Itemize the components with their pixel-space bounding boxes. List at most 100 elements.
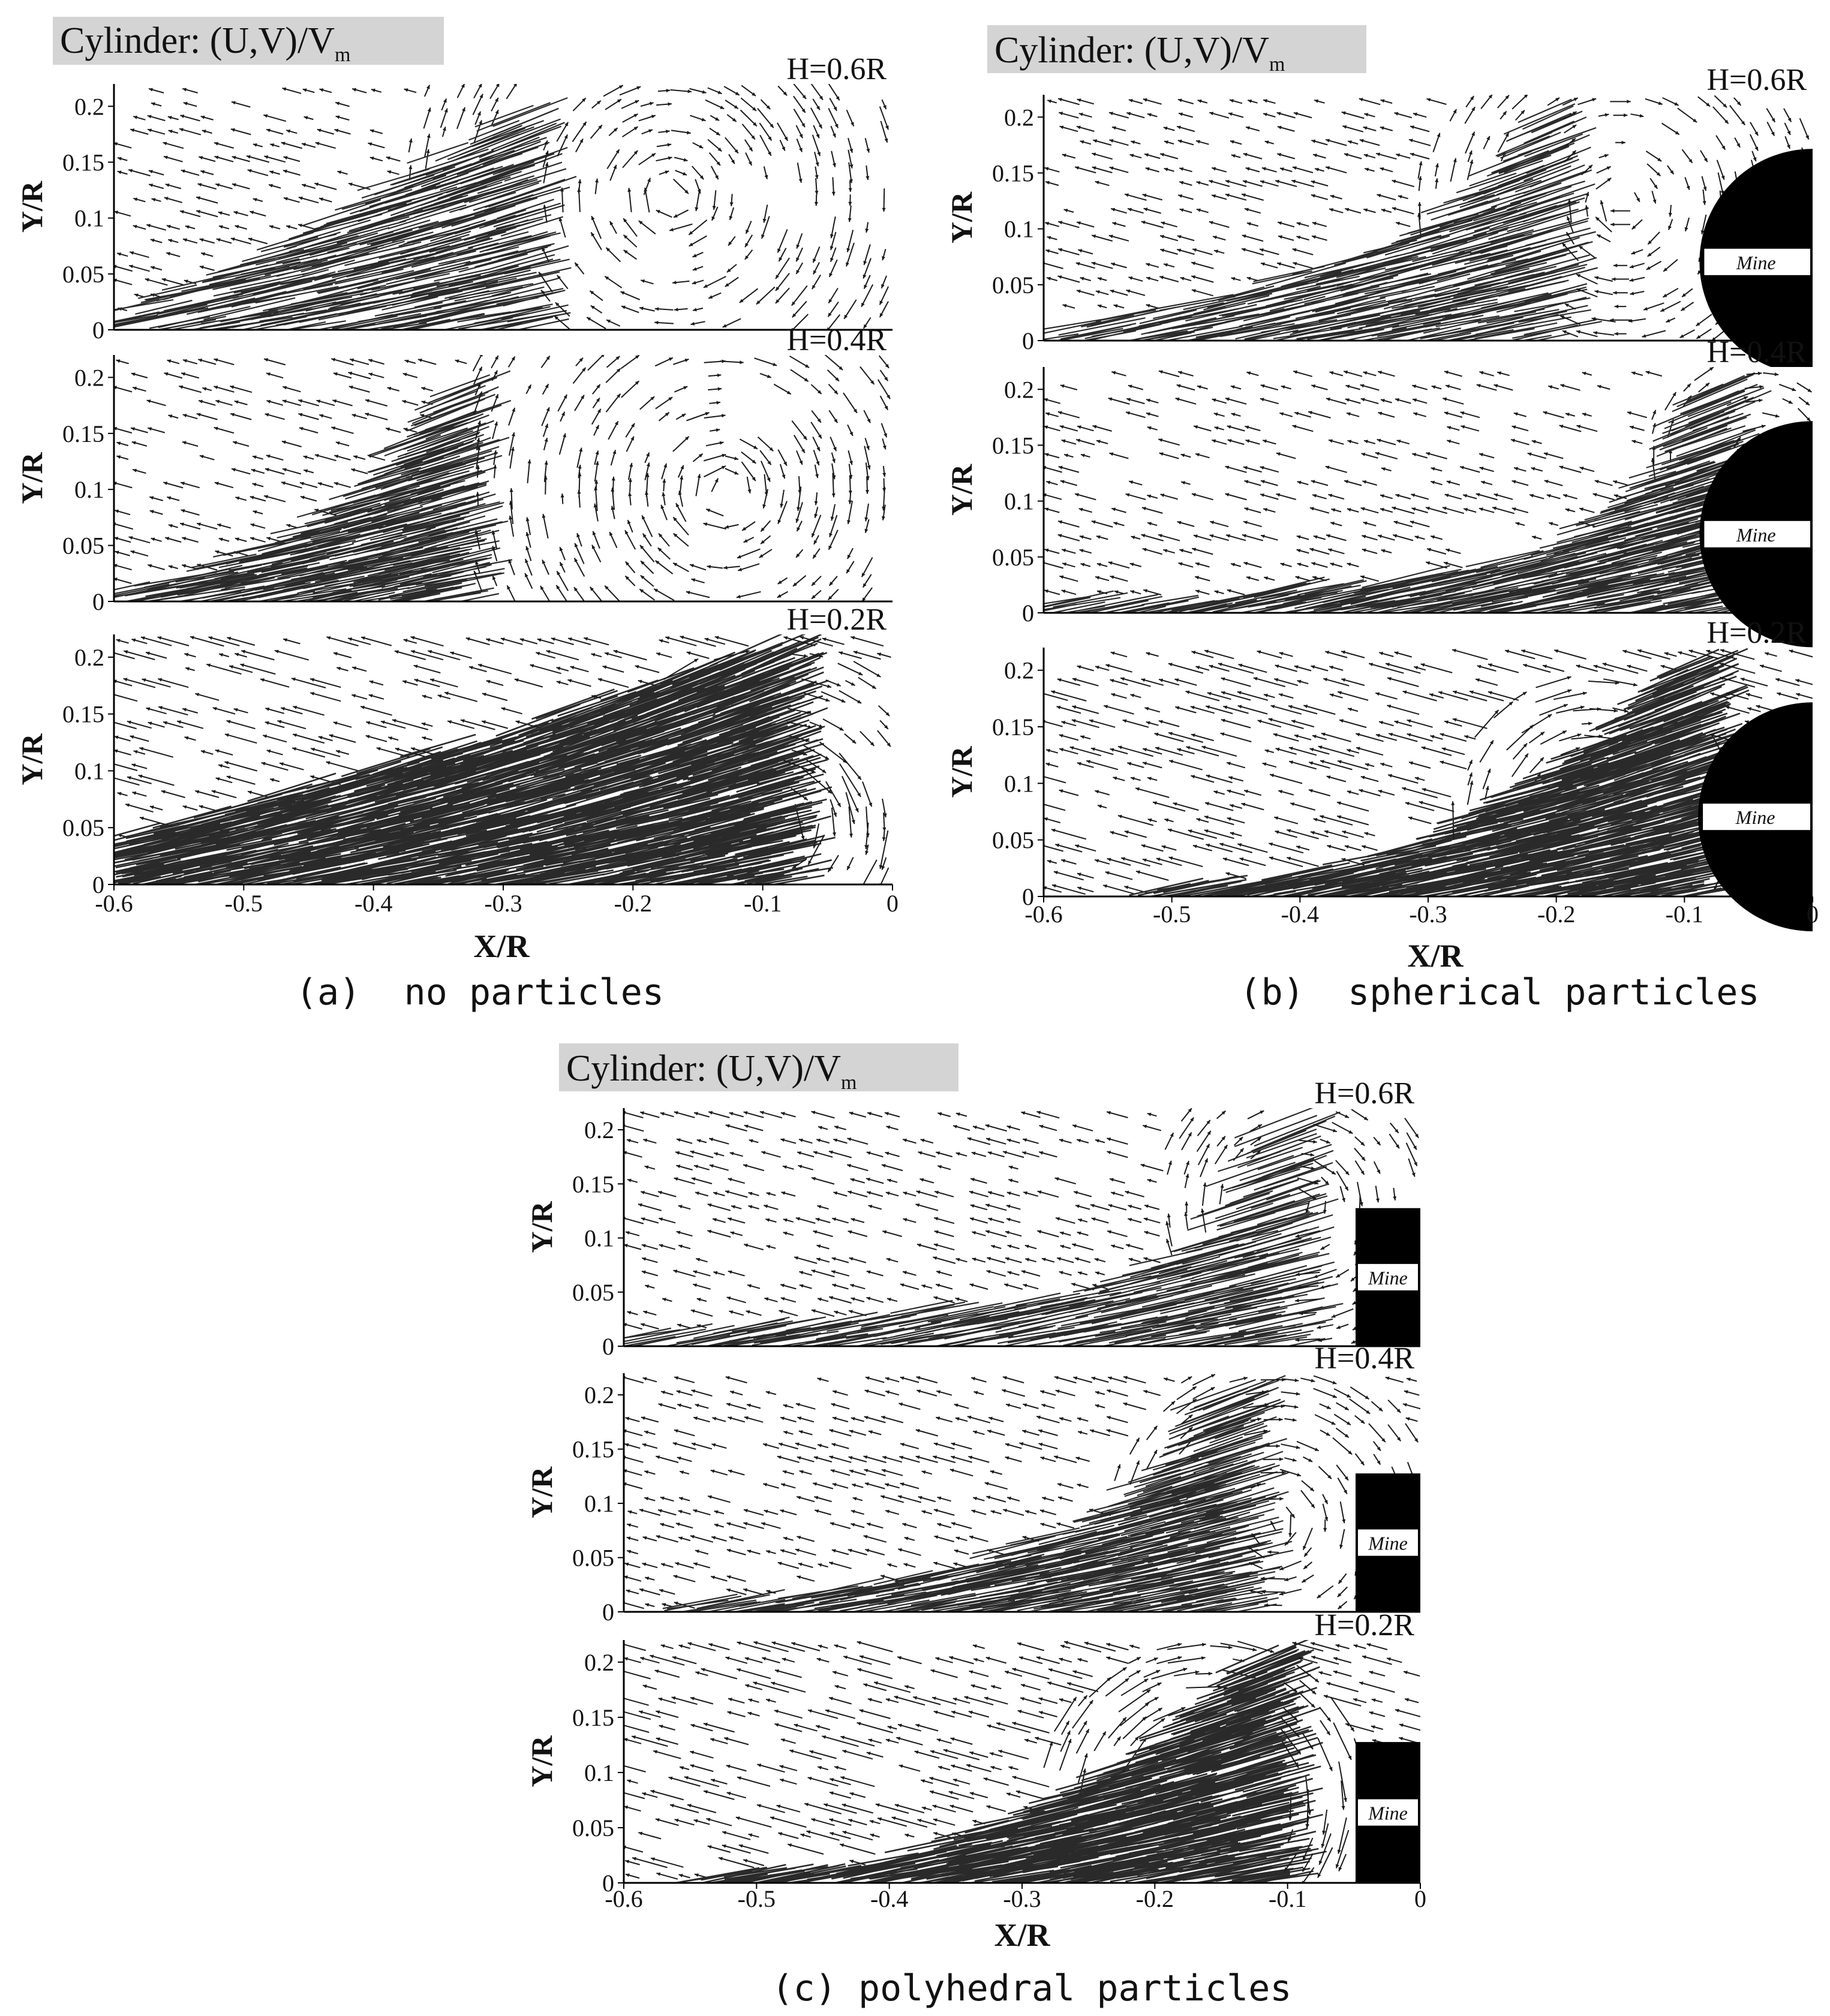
velocity-arrowhead	[882, 488, 887, 492]
y-tick-label: 0.2	[74, 93, 104, 120]
velocity-arrowhead	[834, 419, 838, 423]
velocity-vector	[1422, 207, 1506, 237]
velocity-arrowhead	[501, 707, 506, 711]
velocity-arrowhead	[613, 128, 618, 132]
velocity-vector	[506, 118, 561, 140]
velocity-arrowhead	[853, 651, 858, 654]
velocity-vector	[686, 412, 710, 422]
velocity-arrowhead	[728, 241, 732, 246]
velocity-arrowhead	[280, 762, 284, 766]
velocity-vector	[314, 182, 337, 190]
velocity-vector	[824, 355, 843, 371]
velocity-vector	[552, 771, 605, 787]
velocity-arrowhead	[625, 530, 629, 535]
velocity-arrowhead	[635, 355, 639, 359]
velocity-arrowhead	[365, 735, 370, 739]
velocity-arrowhead	[1696, 322, 1700, 326]
velocity-vector	[1512, 231, 1596, 254]
velocity-arrowhead	[332, 399, 337, 403]
velocity-vector	[734, 788, 807, 808]
velocity-vector	[1318, 304, 1389, 323]
velocity-vector	[386, 300, 467, 317]
velocity-arrowhead	[265, 721, 269, 725]
velocity-arrowhead	[803, 752, 807, 756]
velocity-arrowhead	[494, 370, 498, 375]
velocity-arrowhead	[215, 399, 220, 404]
velocity-arrowhead	[557, 275, 561, 279]
velocity-arrowhead	[1700, 230, 1705, 234]
velocity-arrowhead	[387, 387, 392, 390]
velocity-arrowhead	[116, 455, 121, 459]
velocity-arrowhead	[147, 115, 152, 119]
velocity-arrowhead	[885, 125, 889, 130]
velocity-arrowhead	[114, 749, 118, 753]
velocity-arrowhead	[510, 447, 515, 451]
velocity-arrowhead	[283, 638, 287, 642]
velocity-vector	[737, 673, 809, 705]
velocity-arrowhead	[767, 461, 771, 465]
velocity-arrowhead	[866, 148, 870, 153]
velocity-arrowhead	[386, 427, 390, 431]
velocity-arrowhead	[849, 179, 853, 183]
velocity-arrowhead	[825, 756, 830, 760]
velocity-arrowhead	[830, 234, 834, 239]
velocity-vector	[478, 832, 533, 846]
velocity-vector	[690, 696, 775, 727]
velocity-arrowhead	[543, 204, 547, 209]
velocity-vector	[574, 720, 626, 741]
velocity-vector	[433, 291, 512, 309]
velocity-arrowhead	[673, 533, 678, 537]
velocity-arrowhead	[814, 501, 818, 505]
velocity-vector	[137, 284, 197, 299]
velocity-arrowhead	[411, 747, 415, 751]
velocity-vector	[564, 810, 622, 826]
velocity-arrowhead	[133, 197, 138, 201]
velocity-vector	[546, 650, 579, 661]
velocity-arrowhead	[1663, 267, 1667, 272]
velocity-arrowhead	[591, 653, 596, 657]
velocity-arrowhead	[214, 386, 218, 389]
velocity-arrowhead	[1647, 252, 1652, 257]
velocity-arrowhead	[867, 419, 870, 423]
velocity-arrowhead	[167, 359, 172, 363]
velocity-arrowhead	[348, 386, 353, 389]
velocity-vector	[135, 299, 193, 315]
velocity-arrowhead	[1261, 262, 1265, 266]
velocity-arrowhead	[240, 663, 245, 667]
velocity-arrowhead	[311, 747, 315, 751]
velocity-vector	[563, 825, 638, 843]
velocity-arrowhead	[1092, 234, 1096, 238]
velocity-arrowhead	[776, 287, 780, 291]
y-tick-label: 0.2	[74, 364, 104, 391]
velocity-vector	[509, 724, 563, 745]
velocity-vector	[1058, 317, 1146, 336]
velocity-vector	[691, 808, 764, 828]
velocity-arrowhead	[828, 299, 833, 303]
velocity-arrowhead	[635, 381, 639, 385]
velocity-vector	[419, 404, 502, 434]
velocity-vector	[1392, 207, 1414, 215]
velocity-vector	[420, 437, 510, 467]
velocity-vector	[489, 245, 569, 270]
velocity-arrowhead	[883, 105, 887, 110]
velocity-vector	[491, 122, 557, 151]
velocity-arrowhead	[541, 290, 545, 294]
velocity-vector	[450, 835, 507, 851]
y-tick-label: 0.2	[74, 644, 104, 671]
velocity-arrowhead	[525, 517, 530, 522]
velocity-vector	[747, 875, 792, 884]
velocity-arrowhead	[735, 91, 740, 95]
velocity-arrowhead	[662, 492, 666, 497]
velocity-arrowhead	[260, 678, 265, 682]
velocity-arrowhead	[181, 482, 185, 486]
velocity-arrowhead	[819, 654, 824, 658]
velocity-arrowhead	[1277, 262, 1281, 266]
velocity-vector	[477, 768, 565, 793]
velocity-vector	[1418, 287, 1503, 306]
velocity-vector	[1171, 313, 1260, 330]
velocity-vector	[572, 781, 634, 801]
velocity-arrowhead	[185, 225, 190, 229]
velocity-vector	[719, 696, 789, 721]
velocity-vector	[1185, 303, 1257, 322]
velocity-vector	[326, 761, 359, 772]
